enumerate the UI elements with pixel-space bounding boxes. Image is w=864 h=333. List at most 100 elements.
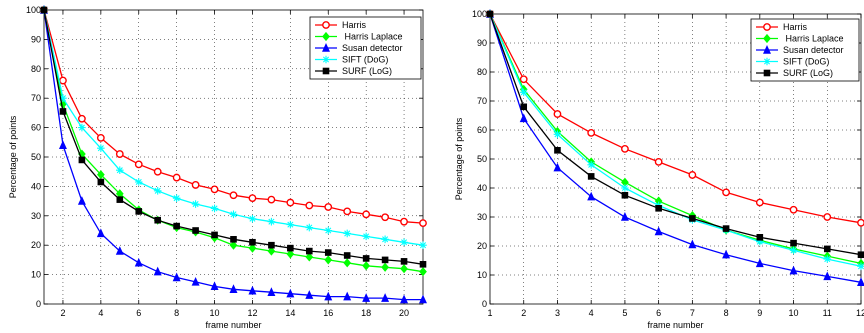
legend-marker bbox=[322, 67, 330, 75]
data-point bbox=[96, 228, 105, 238]
data-point bbox=[210, 204, 219, 213]
data-point bbox=[267, 246, 276, 256]
data-point bbox=[689, 215, 696, 222]
y-tick-label: 70 bbox=[31, 93, 41, 103]
x-tick-label: 18 bbox=[361, 308, 371, 318]
data-point bbox=[172, 272, 181, 282]
x-tick-label: 6 bbox=[136, 308, 141, 318]
y-tick-label: 60 bbox=[477, 125, 487, 135]
data-point bbox=[287, 244, 294, 252]
data-point bbox=[400, 294, 409, 304]
series-2 bbox=[40, 4, 427, 304]
data-point bbox=[78, 123, 86, 132]
legend-marker bbox=[322, 55, 330, 64]
x-tick-label: 10 bbox=[210, 308, 220, 318]
y-tick-label: 40 bbox=[31, 181, 41, 191]
data-point bbox=[286, 249, 295, 259]
data-point bbox=[267, 287, 276, 296]
data-point bbox=[305, 290, 314, 299]
x-tick-label: 1 bbox=[487, 308, 492, 318]
legend-marker bbox=[763, 33, 771, 44]
legend-label: SURF (LoG) bbox=[342, 66, 392, 76]
data-point bbox=[135, 208, 143, 215]
y-tick-label: 90 bbox=[477, 38, 487, 48]
data-point bbox=[305, 252, 314, 262]
data-point bbox=[789, 265, 798, 275]
data-point bbox=[621, 191, 629, 199]
data-point bbox=[419, 261, 427, 268]
data-point bbox=[96, 133, 105, 142]
data-point bbox=[654, 157, 663, 166]
data-point bbox=[211, 231, 218, 239]
data-point bbox=[620, 211, 629, 221]
x-tick-label: 4 bbox=[589, 308, 594, 318]
x-tick-label: 8 bbox=[724, 308, 729, 318]
data-point bbox=[587, 128, 596, 137]
y-tick-label: 50 bbox=[31, 152, 41, 162]
data-point bbox=[756, 237, 764, 246]
series-line bbox=[489, 13, 862, 267]
x-axis-label: frame number bbox=[205, 320, 261, 330]
x-tick-label: 8 bbox=[174, 308, 179, 318]
data-point bbox=[324, 291, 333, 301]
series-0 bbox=[486, 10, 864, 227]
data-point bbox=[400, 264, 408, 274]
x-tick-label: 7 bbox=[690, 308, 695, 318]
data-point bbox=[554, 147, 561, 154]
data-point bbox=[419, 294, 427, 304]
data-point bbox=[116, 166, 124, 175]
data-point bbox=[306, 247, 313, 255]
data-point bbox=[823, 271, 832, 281]
data-point bbox=[248, 194, 257, 203]
data-point bbox=[229, 210, 238, 219]
data-point bbox=[229, 284, 238, 293]
data-point bbox=[172, 173, 181, 182]
data-point bbox=[248, 285, 257, 295]
data-point bbox=[324, 226, 333, 235]
x-tick-label: 12 bbox=[247, 308, 257, 318]
x-tick-label: 9 bbox=[757, 308, 762, 318]
data-point bbox=[210, 281, 219, 291]
data-point bbox=[362, 232, 370, 241]
data-point bbox=[97, 178, 105, 186]
y-tick-label: 0 bbox=[36, 299, 41, 309]
y-axis-label: Percentage of points bbox=[8, 115, 18, 198]
data-point bbox=[655, 205, 662, 212]
data-point bbox=[343, 252, 351, 259]
data-point bbox=[553, 110, 562, 118]
y-tick-label: 90 bbox=[31, 34, 41, 44]
x-tick-label: 4 bbox=[98, 308, 103, 318]
data-point bbox=[191, 181, 200, 189]
data-point bbox=[419, 219, 427, 228]
data-point bbox=[305, 201, 314, 210]
x-tick-label: 12 bbox=[856, 308, 864, 318]
data-point bbox=[58, 140, 67, 149]
x-tick-label: 6 bbox=[656, 308, 661, 318]
data-point bbox=[77, 196, 86, 205]
y-tick-label: 50 bbox=[477, 154, 487, 164]
left-chart: 0 10 20 30 40 50 60 70 80 90 100 2 4 6 8 10 12 14 16 18 20 fr… bbox=[8, 4, 427, 330]
data-point bbox=[172, 194, 181, 202]
data-point bbox=[553, 130, 562, 139]
data-point bbox=[755, 258, 764, 268]
data-point bbox=[286, 288, 295, 298]
data-point bbox=[40, 6, 48, 14]
data-point bbox=[362, 255, 370, 262]
data-point bbox=[419, 267, 427, 277]
data-point bbox=[857, 218, 864, 227]
data-point bbox=[722, 249, 731, 259]
data-point bbox=[362, 293, 371, 302]
legend-label: SIFT (DoG) bbox=[342, 55, 388, 65]
y-tick-label: 20 bbox=[31, 240, 41, 250]
data-point bbox=[116, 196, 124, 203]
legend-marker bbox=[763, 57, 771, 66]
series-4 bbox=[40, 6, 427, 268]
data-point bbox=[520, 103, 528, 111]
series-line bbox=[489, 13, 862, 256]
data-point bbox=[343, 229, 351, 238]
data-point bbox=[790, 239, 797, 247]
y-tick-label: 80 bbox=[477, 67, 487, 77]
data-point bbox=[343, 258, 352, 268]
data-point bbox=[267, 195, 276, 204]
